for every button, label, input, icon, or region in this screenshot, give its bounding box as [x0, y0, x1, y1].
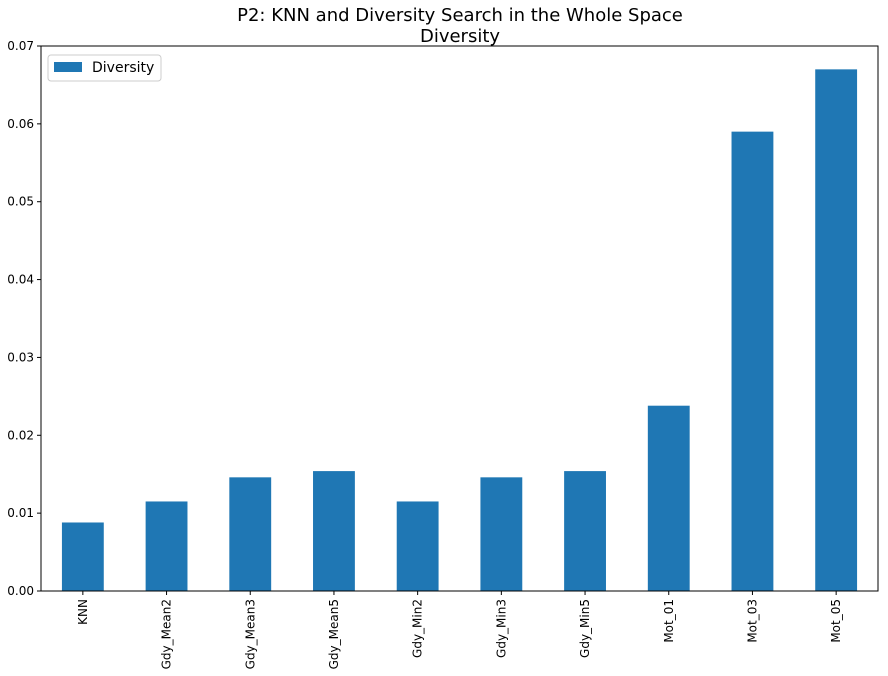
y-tick-label: 0.00 — [7, 584, 34, 598]
legend-box — [47, 54, 162, 82]
bar-gdy_mean2 — [145, 501, 188, 591]
bar-gdy_min2 — [396, 501, 439, 591]
y-tick-label: 0.03 — [7, 350, 34, 364]
legend-swatch — [54, 62, 82, 72]
legend-label: Diversity — [92, 60, 154, 76]
y-tick-label: 0.01 — [7, 506, 34, 520]
chart-title: P2: KNN and Diversity Search in the Whol… — [237, 5, 683, 26]
plot-area: 0.00 0.01 0.02 0.03 0.04 0.05 0.06 0.07 KNN Gdy_M… — [7, 39, 879, 669]
bar-gdy_mean3 — [229, 477, 272, 591]
x-tick-label: KNN — [76, 599, 90, 625]
x-tick-label: Gdy_Min2 — [411, 599, 425, 658]
y-tick-label: 0.07 — [7, 39, 34, 53]
x-tick-label: Gdy_Mean5 — [327, 599, 341, 669]
y-tick-label: 0.02 — [7, 428, 34, 442]
axes-frame — [40, 45, 879, 592]
y-tick-label: 0.05 — [7, 195, 34, 209]
bar-knn — [61, 522, 104, 591]
y-tick-label: 0.04 — [7, 273, 34, 287]
x-tick-label: Gdy_Min3 — [494, 599, 508, 658]
chart-subtitle: Diversity — [420, 26, 500, 47]
x-tick-label: Mot_01 — [662, 599, 676, 643]
bar-gdy_min5 — [564, 471, 606, 591]
bar-mot_03 — [731, 131, 774, 591]
x-tick-label: Mot_05 — [829, 599, 843, 643]
bar-mot_01 — [647, 405, 690, 591]
x-tick-label: Gdy_Min5 — [578, 599, 592, 658]
y-tick-label: 0.06 — [7, 117, 34, 131]
legend: Diversity — [47, 54, 162, 82]
bar-gdy_min3 — [480, 477, 523, 591]
bar-gdy_mean5 — [313, 471, 355, 591]
x-tick-label: Gdy_Mean2 — [160, 599, 174, 669]
x-tick-label: Gdy_Mean3 — [243, 599, 257, 669]
x-tick-label: Mot_03 — [745, 599, 759, 643]
bar-mot_05 — [815, 69, 858, 592]
